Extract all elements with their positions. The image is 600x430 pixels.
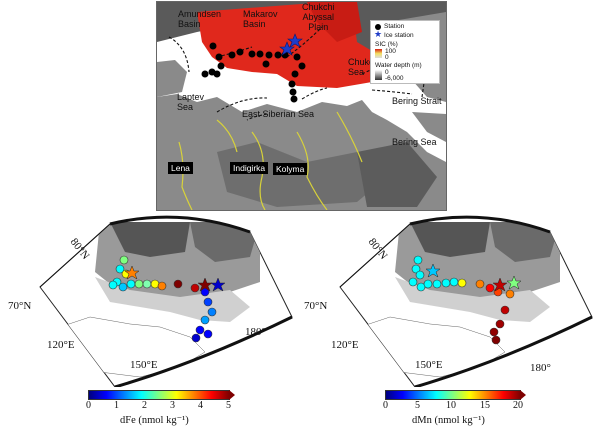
dmn-tick-15: 15 <box>480 400 490 411</box>
dmn-lon-150: 150°E <box>415 359 443 371</box>
dfe-tick-1: 1 <box>114 400 119 411</box>
dmn-tick-0: 0 <box>383 400 388 411</box>
label-bering-strait: Bering Strait <box>392 96 442 106</box>
label-chukchi-sea: Chukchi Sea <box>348 57 381 77</box>
dfe-tick-2: 2 <box>142 400 147 411</box>
depth-colorbar <box>375 70 382 80</box>
label-amundsen-basin: Amundsen Basin <box>178 9 222 29</box>
rivers <box>178 111 363 210</box>
dmn-colorbar-extend-icon <box>520 390 526 400</box>
dmn-lon-180: 180° <box>530 362 551 374</box>
dfe-tick-3: 3 <box>170 400 175 411</box>
dfe-colorbar-label: dFe (nmol kg⁻¹) <box>120 415 189 426</box>
dfe-tick-0: 0 <box>86 400 91 411</box>
dmn-tick-10: 10 <box>446 400 456 411</box>
dmn-tick-20: 20 <box>513 400 523 411</box>
dfe-lon-120: 120°E <box>47 339 75 351</box>
label-bering-sea: Bering Sea <box>392 137 437 147</box>
top-map-legend: Station ★ Ice station SIC (%) 100 0 Wate… <box>370 20 440 84</box>
dmn-colorbar <box>385 390 521 400</box>
station-marker-icon <box>375 24 381 30</box>
dmn-map <box>339 215 593 387</box>
dfe-map <box>39 215 293 387</box>
top-stations <box>201 33 306 103</box>
dfe-stations <box>108 255 217 343</box>
river-kolyma: Kolyma <box>273 163 308 175</box>
dfe-colorbar-extend-icon <box>229 390 235 400</box>
dfe-tick-5: 5 <box>226 400 231 411</box>
dmn-lat-70: 70°N <box>304 300 328 312</box>
river-indigirka: Indigirka <box>230 162 269 174</box>
dfe-lat-70: 70°N <box>8 300 32 312</box>
dfe-lon-150: 150°E <box>130 359 158 371</box>
label-chukchi-abyssal-plain: Chukchi Abyssal Plain <box>302 2 335 32</box>
dmn-colorbar-label: dMn (nmol kg⁻¹) <box>412 415 485 426</box>
dmn-tick-5: 5 <box>415 400 420 411</box>
ice-station-star-icon: ★ <box>374 29 383 39</box>
river-lena: Lena <box>168 162 193 174</box>
sic-colorbar <box>375 49 382 58</box>
label-makarov-basin: Makarov Basin <box>243 9 278 29</box>
dfe-colorbar <box>88 390 230 400</box>
dfe-tick-4: 4 <box>198 400 203 411</box>
label-east-siberian-sea: East Siberian Sea <box>242 109 315 119</box>
dmn-stations <box>408 255 515 345</box>
dmn-lon-120: 120°E <box>331 339 359 351</box>
label-laptev-sea: Laptev Sea <box>177 92 205 112</box>
dfe-lon-180: 180° <box>245 326 266 338</box>
